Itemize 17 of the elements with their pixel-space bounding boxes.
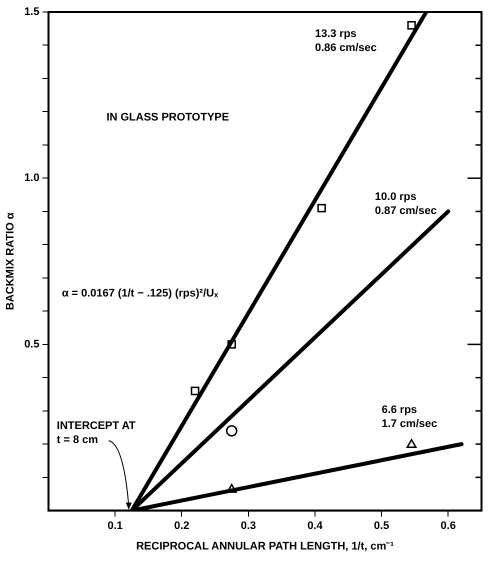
x-tick-label: 0.1 bbox=[107, 520, 123, 532]
x-tick-label: 0.6 bbox=[440, 520, 456, 532]
y-tick-label: 1.5 bbox=[24, 6, 40, 18]
y-tick-label: 1.0 bbox=[24, 172, 40, 184]
x-axis-title: RECIPROCAL ANNULAR PATH LENGTH, 1/t, cm⁻¹ bbox=[136, 540, 394, 552]
annotation: 6.6 rps 1.7 cm/sec bbox=[382, 404, 438, 430]
y-tick-label: 0.5 bbox=[24, 338, 40, 350]
annotation: 13.3 rps 0.86 cm/sec bbox=[314, 28, 377, 54]
x-tick-label: 0.5 bbox=[374, 520, 390, 532]
annotation: INTERCEPT AT t = 8 cm bbox=[56, 420, 136, 446]
annotation: IN GLASS PROTOTYPE bbox=[106, 111, 230, 124]
annotation: 10.0 rps 0.87 cm/sec bbox=[374, 191, 437, 218]
x-tick-label: 0.2 bbox=[174, 520, 190, 532]
x-tick-label: 0.4 bbox=[307, 520, 324, 532]
annotation: α = 0.0167 (1/t − .125) (rps)²/Uₓ bbox=[62, 287, 220, 300]
x-tick-label: 0.3 bbox=[240, 520, 256, 532]
y-axis-title: BACKMIX RATIO α bbox=[4, 212, 17, 310]
